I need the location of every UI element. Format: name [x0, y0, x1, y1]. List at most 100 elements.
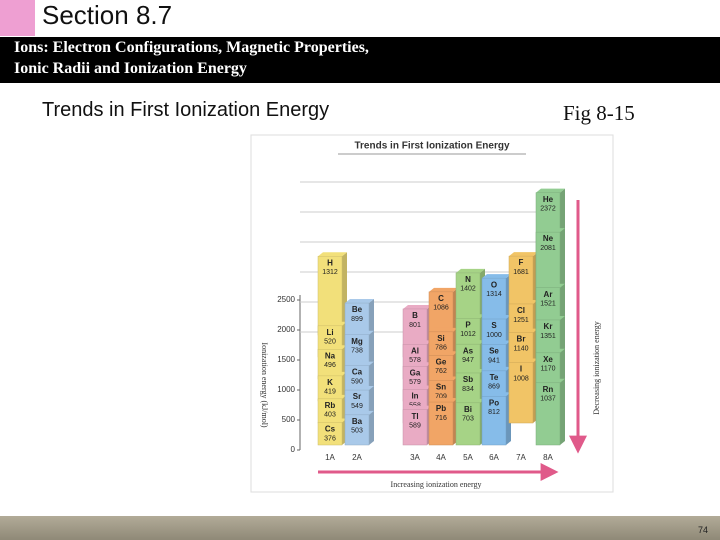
element-symbol: Sb	[463, 375, 473, 384]
element-value: 1312	[322, 269, 338, 276]
element-value: 1314	[486, 291, 502, 298]
element-value: 1012	[460, 331, 476, 338]
element-symbol: F	[519, 258, 524, 267]
element-value: 738	[351, 348, 363, 355]
element-symbol: As	[463, 346, 474, 355]
element-value: 1521	[540, 301, 556, 308]
element-value: 709	[435, 393, 447, 400]
y-tick-label: 2000	[277, 325, 295, 334]
bar	[481, 396, 507, 446]
bar-top	[345, 330, 374, 335]
bar-top	[456, 368, 485, 373]
bar-top	[536, 378, 565, 383]
element-symbol: I	[520, 365, 522, 374]
element-value: 403	[324, 412, 336, 419]
bar-top	[482, 366, 511, 371]
figure-title: Trends in First Ionization Energy	[354, 141, 509, 152]
y-axis-label: Ionization energy (kJ/mol)	[260, 342, 269, 428]
element-value: 834	[462, 386, 474, 393]
element-value: 590	[351, 378, 363, 385]
bar-top	[318, 418, 347, 423]
element-value: 1681	[513, 269, 529, 276]
element-symbol: Rb	[325, 401, 336, 410]
bar-top	[509, 358, 538, 363]
bar-top	[318, 394, 347, 399]
element-value: 496	[324, 362, 336, 369]
element-value: 947	[462, 357, 474, 364]
group-label: 4A	[436, 453, 446, 462]
bar-top	[403, 405, 432, 410]
element-value: 899	[351, 316, 363, 323]
element-symbol: Cl	[517, 306, 525, 315]
bar-top	[345, 361, 374, 366]
y-tick-label: 1500	[277, 355, 295, 364]
element-value: 812	[488, 409, 500, 416]
element-symbol: Na	[325, 351, 336, 360]
bar-top	[345, 410, 374, 415]
bar-top	[403, 304, 432, 309]
section-title: Section 8.7	[42, 0, 173, 30]
element-symbol: Xe	[543, 355, 553, 364]
element-symbol: Bi	[464, 405, 472, 414]
heading: Trends in First Ionization Energy	[42, 99, 330, 121]
bar-top	[456, 314, 485, 319]
element-symbol: Rn	[543, 385, 554, 394]
element-value: 1170	[540, 366, 555, 373]
bar-top	[509, 252, 538, 257]
bar	[402, 409, 428, 446]
element-symbol: N	[465, 275, 471, 284]
element-value: 376	[324, 435, 336, 442]
y-tick-label: 500	[282, 415, 296, 424]
figure-label: Fig 8-15	[563, 101, 635, 125]
bar-top	[536, 315, 565, 320]
x-arrow-label: Increasing ionization energy	[391, 480, 482, 489]
element-symbol: Ba	[352, 417, 363, 426]
element-value: 1000	[486, 332, 502, 339]
bar-top	[403, 362, 432, 367]
bar	[317, 422, 343, 446]
element-value: 786	[435, 345, 447, 352]
bar	[428, 401, 454, 446]
y-tick-label: 0	[291, 445, 296, 454]
element-symbol: Cs	[325, 425, 336, 434]
element-value: 589	[409, 423, 421, 430]
element-symbol: Po	[489, 398, 499, 407]
group-label: 5A	[463, 453, 473, 462]
element-value: 1037	[540, 396, 556, 403]
element-symbol: Se	[489, 347, 499, 356]
element-symbol: K	[327, 378, 333, 387]
bar-top	[509, 299, 538, 304]
element-symbol: P	[465, 320, 471, 329]
element-value: 578	[409, 357, 421, 364]
element-symbol: Si	[437, 334, 445, 343]
element-symbol: Be	[352, 305, 363, 314]
element-value: 1086	[433, 305, 449, 312]
bar-top	[482, 340, 511, 345]
y-tick-label: 1000	[277, 385, 295, 394]
bar-top	[429, 287, 458, 292]
bar-top	[318, 321, 347, 326]
element-value: 1251	[513, 317, 529, 324]
accent-square	[0, 0, 35, 36]
group-label: 7A	[516, 453, 526, 462]
subtitle-line: Ions: Electron Configurations, Magnetic …	[14, 39, 369, 56]
element-symbol: Ge	[436, 357, 447, 366]
element-symbol: Kr	[544, 322, 553, 331]
footer-bar	[0, 516, 720, 540]
element-symbol: H	[327, 258, 333, 267]
element-value: 869	[488, 384, 500, 391]
y-arrow-label: Decreasing ionization energy	[592, 321, 601, 415]
element-value: 716	[435, 415, 447, 422]
element-value: 703	[462, 416, 474, 423]
element-symbol: Te	[490, 373, 499, 382]
element-symbol: C	[438, 294, 444, 303]
element-value: 520	[324, 339, 336, 346]
element-symbol: O	[491, 280, 497, 289]
element-value: 1008	[513, 375, 529, 382]
bar-top	[456, 340, 485, 345]
element-value: 762	[435, 368, 447, 375]
group-label: 8A	[543, 453, 553, 462]
element-symbol: B	[412, 311, 418, 320]
subtitle-band: Ions: Electron Configurations, Magnetic …	[0, 37, 720, 83]
